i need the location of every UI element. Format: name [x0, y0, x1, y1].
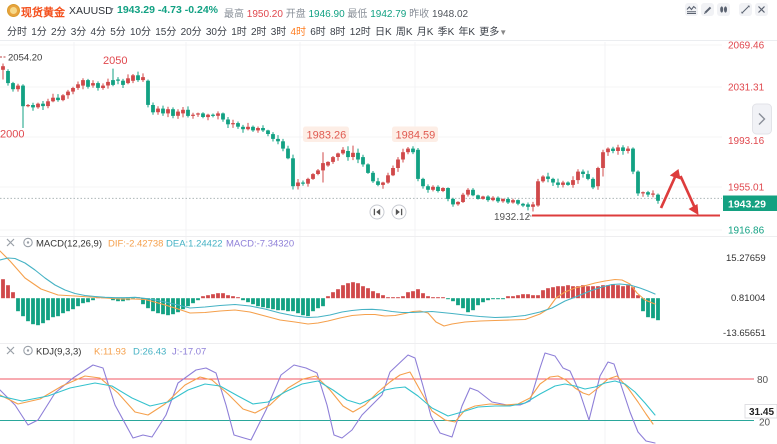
svg-text:1916.86: 1916.86 — [728, 226, 765, 237]
svg-text:2000: 2000 — [0, 129, 24, 141]
svg-text:15.27659: 15.27659 — [726, 253, 766, 264]
svg-text:1943.29: 1943.29 — [728, 198, 766, 210]
svg-text:1983.26: 1983.26 — [307, 130, 347, 142]
svg-text:J:-17.07: J:-17.07 — [172, 347, 206, 358]
svg-text:31.45: 31.45 — [749, 407, 774, 418]
svg-text:D:26.43: D:26.43 — [133, 347, 166, 358]
svg-text:2031.31: 2031.31 — [728, 83, 765, 94]
svg-text:2069.46: 2069.46 — [728, 41, 765, 52]
svg-text:1955.01: 1955.01 — [728, 183, 765, 194]
svg-text:0.81004: 0.81004 — [731, 293, 765, 304]
svg-text:20: 20 — [759, 418, 771, 429]
svg-text:K:11.93: K:11.93 — [94, 347, 126, 358]
svg-text:2050: 2050 — [103, 55, 127, 67]
svg-text:MACD(12,26,9): MACD(12,26,9) — [36, 239, 102, 250]
svg-text:-13.65651: -13.65651 — [723, 328, 766, 339]
svg-text:DEA:1.24422: DEA:1.24422 — [166, 239, 223, 250]
svg-text:1993.16: 1993.16 — [728, 136, 765, 147]
svg-text:1932.12: 1932.12 — [494, 212, 531, 223]
svg-text:1984.59: 1984.59 — [396, 130, 436, 142]
svg-text:KDJ(9,3,3): KDJ(9,3,3) — [36, 347, 81, 358]
svg-text:80: 80 — [757, 375, 769, 386]
svg-text:2054.20: 2054.20 — [8, 53, 42, 64]
svg-text:DIF:-2.42738: DIF:-2.42738 — [108, 239, 163, 250]
svg-text:MACD:-7.34320: MACD:-7.34320 — [226, 239, 294, 250]
